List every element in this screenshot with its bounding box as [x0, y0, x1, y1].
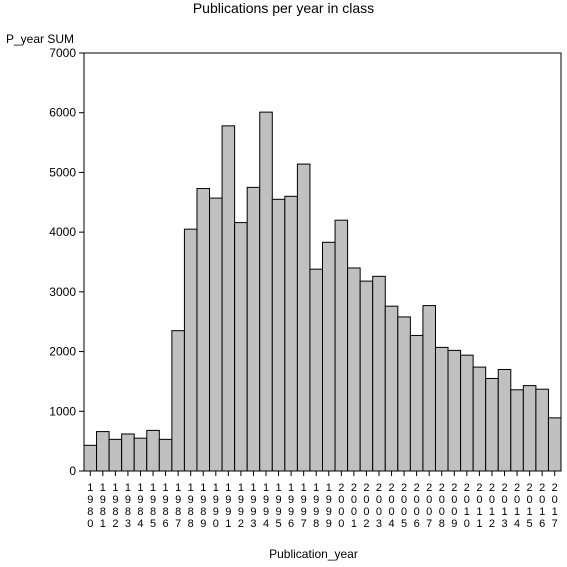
- bar: [384, 305, 399, 472]
- y-tick-label: 2000: [49, 345, 76, 359]
- y-tick-label: 1000: [49, 404, 76, 418]
- bar: [133, 437, 148, 472]
- bar: [146, 429, 160, 472]
- bar: [422, 305, 436, 472]
- bar: [535, 388, 549, 472]
- bar: [485, 377, 499, 472]
- bar: [397, 316, 411, 472]
- bar: [409, 334, 424, 472]
- bar: [359, 280, 374, 472]
- bar: [183, 228, 198, 472]
- bar: [447, 349, 462, 472]
- bar: [472, 366, 487, 472]
- bar: [171, 330, 185, 472]
- x-axis-label: Publication_year: [269, 547, 358, 561]
- bar: [510, 389, 524, 472]
- bar: [209, 197, 223, 472]
- bar: [296, 163, 311, 472]
- bar: [196, 188, 211, 472]
- y-tick-label: 0: [69, 464, 76, 478]
- bar: [334, 219, 349, 472]
- bar: [121, 433, 135, 472]
- bar: [347, 267, 361, 472]
- bar: [522, 385, 537, 472]
- bar: [460, 354, 474, 472]
- bar: [284, 195, 298, 472]
- bar: [158, 438, 173, 472]
- bar: [83, 444, 98, 472]
- y-tick-label: 4000: [49, 225, 76, 239]
- bar: [246, 186, 261, 472]
- y-tick-label: 3000: [49, 285, 76, 299]
- y-tick-label: 5000: [49, 165, 76, 179]
- bar: [259, 111, 273, 472]
- bar: [96, 431, 110, 472]
- bar: [497, 368, 512, 472]
- y-axis-label: P_year SUM: [6, 32, 75, 46]
- bar: [309, 268, 323, 472]
- bar: [547, 417, 562, 472]
- y-tick-label: 7000: [49, 46, 76, 60]
- bar: [434, 346, 449, 472]
- bar: [221, 125, 236, 472]
- bar: [234, 222, 248, 472]
- bar: [271, 198, 286, 472]
- bar: [322, 241, 336, 472]
- chart-title: Publications per year in class: [192, 0, 375, 16]
- y-tick-label: 6000: [49, 106, 76, 120]
- bar: [372, 275, 386, 472]
- bar: [108, 438, 123, 472]
